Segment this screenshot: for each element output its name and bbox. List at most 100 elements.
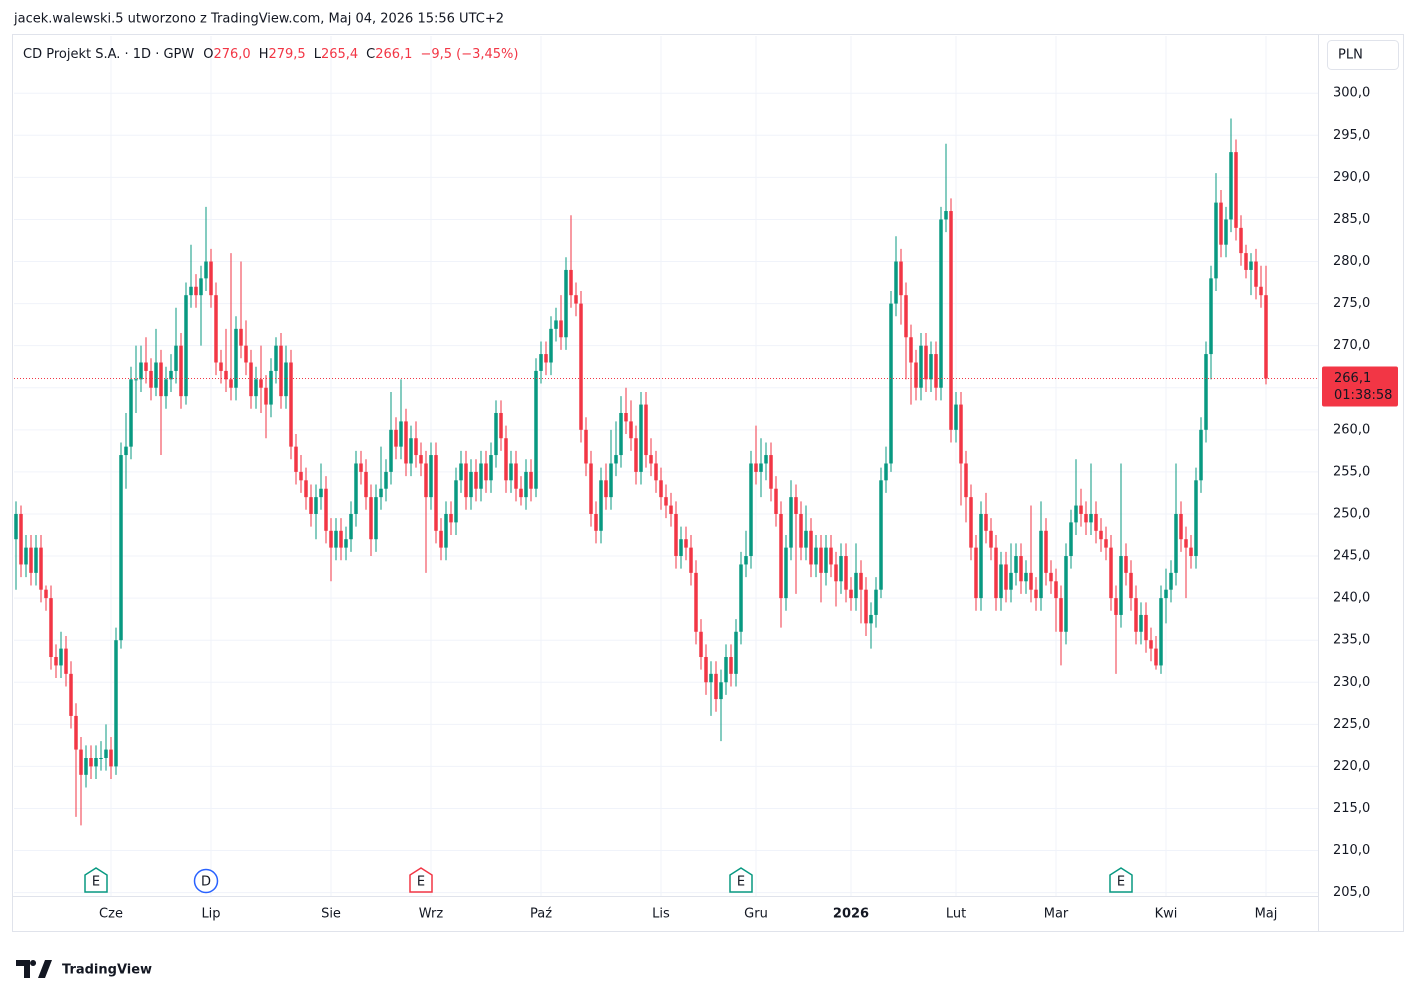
candle-body [1004, 564, 1008, 590]
symbol: CD Projekt S.A. · 1D · GPW [23, 47, 194, 62]
candle-body [289, 362, 293, 447]
candle-body [319, 488, 323, 498]
candle-body [769, 455, 773, 489]
legend-key: O [203, 47, 213, 62]
candle-body [344, 539, 348, 548]
candle-body [14, 513, 18, 540]
event-marker[interactable]: D [193, 868, 219, 894]
candle-body [1059, 598, 1063, 632]
candle-body [1084, 513, 1088, 523]
candle-body [284, 362, 288, 397]
candle-body [174, 345, 178, 371]
currency[interactable]: PLN [1338, 48, 1363, 63]
candle-body [564, 269, 568, 338]
candle-body [1239, 227, 1243, 254]
candle-body [794, 497, 798, 514]
currency-box[interactable] [1327, 40, 1399, 70]
candle-body [169, 370, 173, 380]
candle-body [49, 598, 53, 658]
candle-body [444, 513, 448, 548]
candle-body [179, 345, 183, 397]
brand: TradingView [62, 963, 152, 978]
y-tick-label: 220,0 [1333, 759, 1370, 774]
candle-body [934, 354, 938, 388]
candle-body [229, 379, 233, 388]
candle-body [154, 362, 158, 388]
candle-body [454, 480, 458, 523]
candle-body [434, 455, 438, 531]
candle-body [244, 345, 248, 363]
candle-body [459, 463, 463, 481]
legend-value: 266,1 [375, 47, 412, 62]
candle-body [589, 463, 593, 514]
candle-body [1049, 572, 1053, 582]
candle-body [974, 547, 978, 599]
candle-body [269, 370, 273, 405]
y-tick-label: 275,0 [1333, 296, 1370, 311]
event-label: E [737, 875, 745, 890]
candle-body [919, 345, 923, 388]
candle-body [829, 547, 833, 565]
candle-body [744, 556, 748, 565]
y-tick-label: 285,0 [1333, 212, 1370, 227]
event-badge [1109, 867, 1133, 893]
candle-body [609, 463, 613, 498]
candle-body [654, 463, 658, 481]
candle-body [1194, 480, 1198, 557]
candle-body [44, 589, 48, 599]
candle-body [1104, 539, 1108, 548]
event-marker[interactable]: E [409, 867, 433, 893]
candle-body [979, 513, 983, 599]
candle-body [869, 614, 873, 624]
candle-body [204, 261, 208, 279]
candle-body [294, 446, 298, 472]
candle-body [1219, 202, 1223, 245]
candle-body [304, 480, 308, 498]
candle-body [759, 463, 763, 472]
candle-body [1264, 295, 1268, 379]
candle-body [754, 463, 758, 472]
candle-body [239, 328, 243, 346]
candle-body [59, 648, 63, 666]
candle-body [874, 589, 878, 615]
candle-body [924, 345, 928, 380]
y-tick-label: 290,0 [1333, 170, 1370, 185]
candle-body [649, 455, 653, 464]
candle-body [809, 530, 813, 565]
candle-body [1074, 505, 1078, 523]
event-marker[interactable]: E [1109, 867, 1133, 893]
candle-body [389, 429, 393, 472]
candle-body [254, 379, 258, 397]
candle-body [569, 269, 573, 296]
candle-body [864, 589, 868, 624]
candle-body [504, 438, 508, 481]
candle-body [264, 387, 268, 405]
candle-body [1119, 556, 1123, 615]
candle-body [79, 749, 83, 775]
event-marker[interactable]: E [84, 867, 108, 893]
x-tick-label: 2026 [833, 907, 869, 922]
candle-body [379, 488, 383, 498]
candle-body [1214, 202, 1218, 279]
candle-body [189, 286, 193, 296]
candle-body [784, 547, 788, 599]
candle-body [664, 497, 668, 506]
event-marker[interactable]: E [729, 867, 753, 893]
logo-icon [16, 960, 52, 978]
candle-body [629, 421, 633, 439]
candle-body [879, 480, 883, 590]
candle-body [789, 497, 793, 548]
candle-body [1159, 598, 1163, 666]
candle-body [559, 320, 563, 338]
candle-body [124, 446, 128, 456]
x-tick-label: Kwi [1155, 907, 1178, 922]
candle-body [1224, 219, 1228, 245]
legend-value: 276,0 [213, 47, 250, 62]
candle-body [429, 455, 433, 498]
candle-body [574, 295, 578, 304]
footer-logo: TradingView [16, 960, 152, 978]
candle-body [624, 412, 628, 422]
candle-body [1164, 589, 1168, 599]
countdown: 01:38:58 [1334, 388, 1392, 403]
